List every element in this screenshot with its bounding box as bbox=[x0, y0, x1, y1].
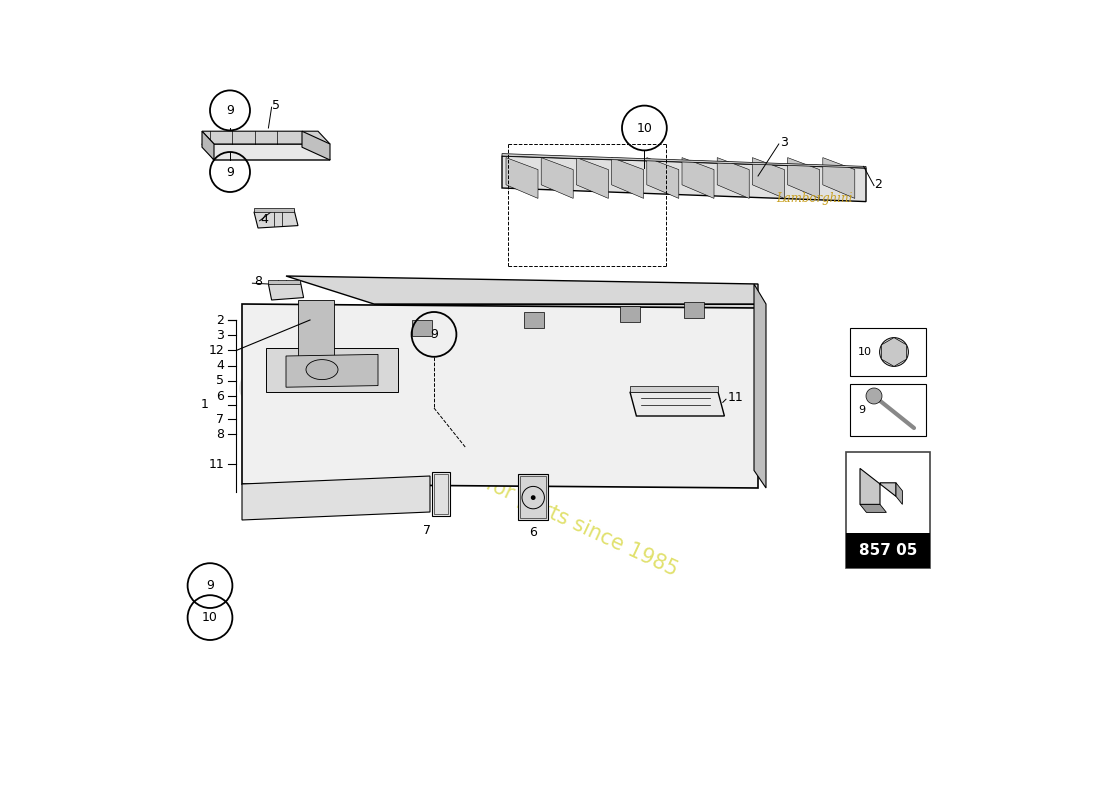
Text: 6: 6 bbox=[529, 526, 537, 539]
Text: 11: 11 bbox=[727, 391, 744, 404]
Text: 9: 9 bbox=[206, 579, 213, 592]
Text: 4: 4 bbox=[217, 359, 224, 372]
Text: 857 05: 857 05 bbox=[859, 543, 917, 558]
Text: 6: 6 bbox=[217, 390, 224, 402]
Polygon shape bbox=[518, 474, 549, 520]
Text: 9: 9 bbox=[858, 405, 865, 415]
Polygon shape bbox=[630, 386, 718, 392]
Polygon shape bbox=[520, 476, 546, 518]
Polygon shape bbox=[630, 392, 725, 416]
Polygon shape bbox=[502, 156, 866, 202]
Bar bbox=[846, 533, 929, 568]
Circle shape bbox=[880, 338, 909, 366]
Polygon shape bbox=[647, 158, 679, 198]
Ellipse shape bbox=[306, 359, 338, 379]
Polygon shape bbox=[254, 210, 298, 228]
Bar bbox=[846, 452, 929, 568]
Text: 10: 10 bbox=[202, 611, 218, 624]
Polygon shape bbox=[896, 482, 902, 505]
Bar bbox=[525, 312, 543, 328]
Polygon shape bbox=[286, 354, 378, 387]
Text: 1: 1 bbox=[200, 398, 208, 411]
Text: 2: 2 bbox=[217, 314, 224, 326]
Polygon shape bbox=[682, 158, 714, 198]
Polygon shape bbox=[881, 338, 906, 366]
Text: a passion for parts since 1985: a passion for parts since 1985 bbox=[387, 428, 681, 580]
Polygon shape bbox=[202, 131, 330, 144]
Bar bbox=[684, 302, 704, 318]
Text: 7: 7 bbox=[217, 413, 224, 426]
Text: 5: 5 bbox=[272, 99, 279, 112]
Polygon shape bbox=[374, 356, 758, 388]
Text: Lamborghini: Lamborghini bbox=[776, 192, 853, 205]
Polygon shape bbox=[541, 158, 573, 198]
Polygon shape bbox=[202, 131, 215, 160]
Text: europarts: europarts bbox=[238, 354, 575, 414]
Polygon shape bbox=[612, 158, 643, 198]
Text: 11: 11 bbox=[209, 458, 224, 470]
Polygon shape bbox=[506, 158, 538, 198]
Bar bbox=[620, 306, 639, 322]
Text: 8: 8 bbox=[254, 275, 262, 288]
Text: 3: 3 bbox=[217, 329, 224, 342]
Polygon shape bbox=[860, 469, 896, 505]
Polygon shape bbox=[202, 144, 330, 160]
Polygon shape bbox=[788, 158, 820, 198]
Bar bbox=[850, 328, 926, 376]
Polygon shape bbox=[717, 158, 749, 198]
Text: 8: 8 bbox=[217, 428, 224, 441]
Polygon shape bbox=[860, 505, 887, 513]
Circle shape bbox=[531, 495, 536, 500]
Polygon shape bbox=[254, 208, 294, 212]
Polygon shape bbox=[298, 300, 334, 356]
Polygon shape bbox=[268, 282, 304, 300]
Polygon shape bbox=[266, 348, 398, 392]
Polygon shape bbox=[268, 280, 300, 284]
Text: 9: 9 bbox=[227, 104, 234, 117]
Circle shape bbox=[866, 388, 882, 404]
Polygon shape bbox=[502, 154, 866, 168]
Text: 10: 10 bbox=[858, 347, 872, 357]
Text: 7: 7 bbox=[422, 524, 431, 537]
Polygon shape bbox=[823, 158, 855, 198]
Text: 9: 9 bbox=[430, 328, 438, 341]
Polygon shape bbox=[752, 158, 784, 198]
Polygon shape bbox=[431, 472, 450, 516]
Text: 3: 3 bbox=[780, 136, 789, 149]
Circle shape bbox=[887, 345, 901, 359]
Text: 4: 4 bbox=[261, 213, 268, 226]
Polygon shape bbox=[242, 476, 430, 520]
Polygon shape bbox=[242, 304, 758, 488]
Text: 2: 2 bbox=[874, 178, 882, 190]
Polygon shape bbox=[434, 474, 448, 514]
Text: 12: 12 bbox=[209, 344, 224, 357]
Polygon shape bbox=[754, 284, 766, 488]
Polygon shape bbox=[302, 131, 330, 160]
Polygon shape bbox=[374, 304, 758, 356]
Bar bbox=[850, 384, 926, 436]
Polygon shape bbox=[576, 158, 608, 198]
Polygon shape bbox=[286, 276, 758, 304]
Bar bbox=[412, 320, 431, 336]
Text: 5: 5 bbox=[217, 374, 224, 387]
Text: 10: 10 bbox=[637, 122, 652, 134]
Text: 9: 9 bbox=[227, 166, 234, 178]
